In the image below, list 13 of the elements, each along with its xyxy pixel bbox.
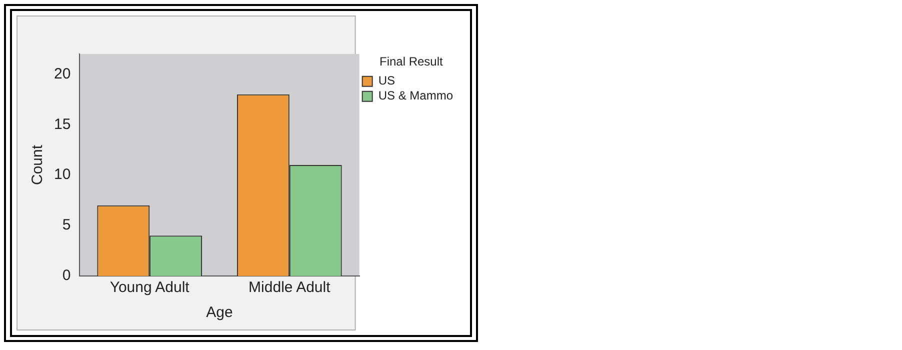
y-tick-label: 0: [62, 267, 71, 284]
y-axis-title: Count: [29, 144, 46, 186]
inner-frame: Age Count Final Result US US & Mammo Young Adult Middle Adult 0 5 10 15 20: [10, 9, 472, 337]
y-tick-label: 5: [62, 216, 71, 234]
y-tick-label: 20: [54, 65, 71, 82]
x-tick-label: Young Adult: [110, 279, 190, 296]
y-tick-label: 15: [54, 116, 71, 133]
x-axis-title: Age: [206, 304, 233, 322]
y-tick-label: 10: [54, 166, 71, 184]
legend-title: Final Result: [379, 54, 444, 68]
legend-label: US & Mammo: [378, 88, 454, 103]
legend-label: US: [378, 74, 395, 88]
x-tick-label: Middle Adult: [248, 279, 332, 296]
